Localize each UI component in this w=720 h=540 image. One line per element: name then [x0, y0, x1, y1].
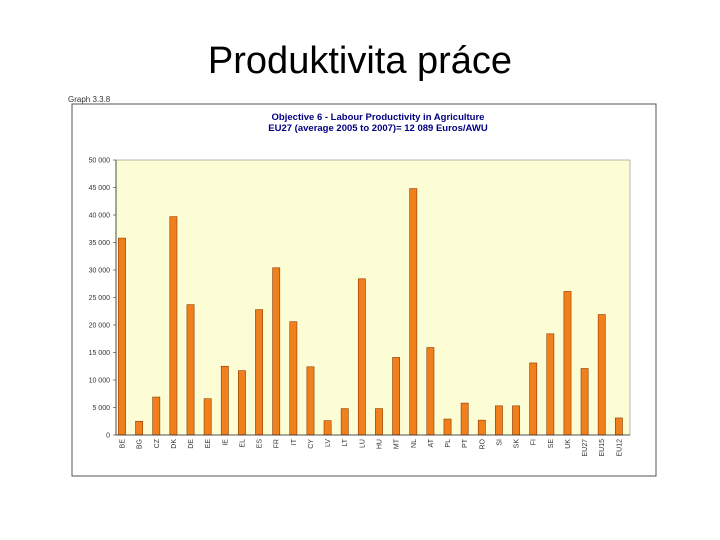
bar-ie [220, 365, 229, 436]
x-tick-label: EL [239, 439, 246, 448]
bar-el [238, 370, 246, 436]
x-tick-label: UK [565, 439, 572, 449]
chart-subtitle: EU27 (average 2005 to 2007)= 12 089 Euro… [268, 123, 488, 134]
x-tick-label: IE [222, 439, 229, 446]
bar-es [255, 309, 263, 436]
bars [118, 188, 623, 436]
slide-title: Produktivita práce [207, 40, 513, 82]
bar-at [426, 347, 435, 436]
x-tick-label: SI [496, 439, 503, 446]
y-tick-label: 45 000 [89, 185, 111, 192]
bar-eu12 [614, 417, 623, 436]
y-tick-label: 25 000 [89, 295, 111, 302]
bar-ee [203, 398, 212, 436]
bar-bg [135, 420, 144, 436]
bar-nl [409, 188, 418, 436]
x-tick-label: HU [376, 439, 383, 449]
bar-pt [460, 402, 469, 436]
y-tick-label: 35 000 [89, 240, 111, 247]
bar-be [118, 237, 126, 436]
y-tick-label: 0 [106, 433, 110, 440]
x-tick-label: LV [325, 439, 332, 447]
bar-fr [272, 267, 281, 436]
bar-dk [169, 216, 178, 436]
x-axis: BE BG CZ DK DE EE IE EL ES FR IT CY LV LT LU HU MT NL AT PL… [116, 434, 630, 457]
bar-si [495, 405, 503, 436]
bar-ro [477, 419, 486, 436]
x-tick-label: EU15 [599, 439, 606, 457]
x-tick-label: AT [428, 438, 435, 447]
bar-lt [340, 408, 349, 436]
y-tick-label: 20 000 [89, 323, 111, 330]
x-tick-label: IT [291, 438, 298, 445]
bar-se [546, 333, 555, 436]
bar-hu [375, 408, 383, 436]
x-tick-label: EU12 [616, 439, 623, 457]
x-tick-label: LT [342, 438, 349, 446]
x-tick-label: SK [514, 439, 521, 449]
bar-cy [306, 366, 315, 436]
x-tick-label: BG [137, 439, 144, 449]
y-tick-label: 50 000 [89, 158, 111, 165]
x-tick-label: FI [531, 439, 538, 445]
x-tick-label: LU [359, 439, 366, 448]
chart-title: Objective 6 - Labour Productivity in Agr… [272, 112, 485, 123]
bar-lu [357, 278, 366, 436]
bar-lv [323, 420, 332, 436]
x-tick-label: CY [308, 439, 315, 449]
x-tick-label: PL [445, 439, 452, 448]
bar-eu15 [597, 314, 606, 436]
x-tick-label: ES [257, 439, 264, 449]
y-tick-label: 40 000 [89, 213, 111, 220]
y-tick-label: 10 000 [89, 378, 111, 385]
bar-sk [512, 405, 520, 436]
x-tick-label: EE [205, 439, 212, 449]
x-tick-label: DK [171, 439, 178, 449]
y-tick-label: 30 000 [89, 268, 111, 275]
x-tick-label: MT [394, 438, 401, 449]
bar-mt [392, 357, 401, 436]
bar-cz [152, 396, 161, 436]
x-tick-label: DE [188, 439, 195, 449]
x-tick-label: NL [411, 439, 418, 448]
x-tick-label: RO [479, 438, 486, 449]
graph-reference: Graph 3.3.8 [68, 95, 111, 104]
x-tick-label: PT [462, 438, 469, 448]
bar-it [289, 321, 298, 436]
bar-de [186, 304, 195, 436]
bar-pl [443, 418, 452, 436]
x-tick-label: FR [274, 439, 281, 448]
y-tick-label: 15 000 [89, 350, 111, 357]
bar-uk [563, 291, 572, 436]
bar-eu27 [580, 368, 589, 436]
x-tick-label: EU27 [582, 439, 589, 457]
bar-fi [529, 362, 538, 436]
x-tick-label: BE [119, 439, 126, 449]
y-tick-label: 5 000 [92, 405, 110, 412]
x-tick-label: SE [548, 439, 555, 449]
x-tick-label: CZ [154, 438, 161, 448]
plot-area [115, 159, 631, 436]
y-axis: 0 5 000 10 000 15 000 20 000 25 000 30 000 35 0… [89, 158, 117, 440]
